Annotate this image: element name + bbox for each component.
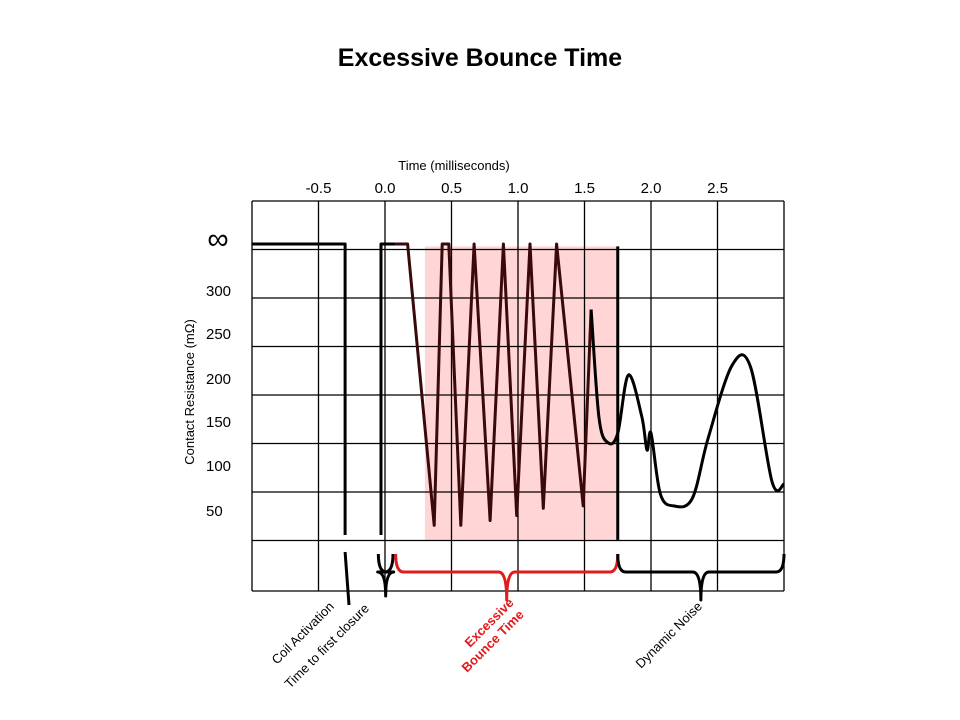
dynamic-noise-trace [589, 309, 786, 509]
y-tick-label: 150 [206, 414, 231, 431]
x-tick-labels: -0.5 0.0 0.5 1.0 1.5 2.0 2.5 [306, 180, 728, 197]
x-axis-title: Time (milliseconds) [398, 158, 509, 173]
coil-activation-label: Coil Activation [269, 599, 337, 667]
y-tick-labels: ∞ 300 250 200 150 100 50 [206, 223, 231, 520]
x-tick-label: 0.5 [441, 180, 462, 197]
slide-title: Excessive Bounce Time [337, 44, 623, 72]
x-tick-label: 2.5 [707, 180, 728, 197]
x-tick-label: 1.0 [508, 180, 529, 197]
resistance-traces [252, 242, 786, 540]
x-tick-label: 2.0 [641, 180, 662, 197]
first-closure-trace [379, 242, 396, 535]
chart-grid [251, 200, 785, 592]
dynamic-noise-bracket [616, 553, 786, 602]
y-tick-infinity: ∞ [207, 223, 228, 256]
dynamic-noise-label: Dynamic Noise [633, 599, 705, 671]
y-tick-label: 50 [206, 503, 223, 520]
coil-activation-leader [343, 551, 351, 606]
y-tick-label: 250 [206, 326, 231, 343]
y-tick-label: 300 [206, 283, 231, 300]
y-tick-label: 200 [206, 371, 231, 388]
x-tick-label: -0.5 [306, 180, 332, 197]
y-axis-title: Contact Resistance (mΩ) [182, 319, 197, 465]
x-tick-label: 1.5 [574, 180, 595, 197]
x-tick-label: 0.0 [375, 180, 396, 197]
y-tick-label: 100 [206, 458, 231, 475]
first-closure-bracket [376, 553, 396, 598]
phase-brackets [343, 551, 786, 606]
coil-activation-trace [252, 242, 347, 535]
bounce-trace [395, 242, 593, 527]
excessive-bounce-bracket [394, 553, 620, 602]
